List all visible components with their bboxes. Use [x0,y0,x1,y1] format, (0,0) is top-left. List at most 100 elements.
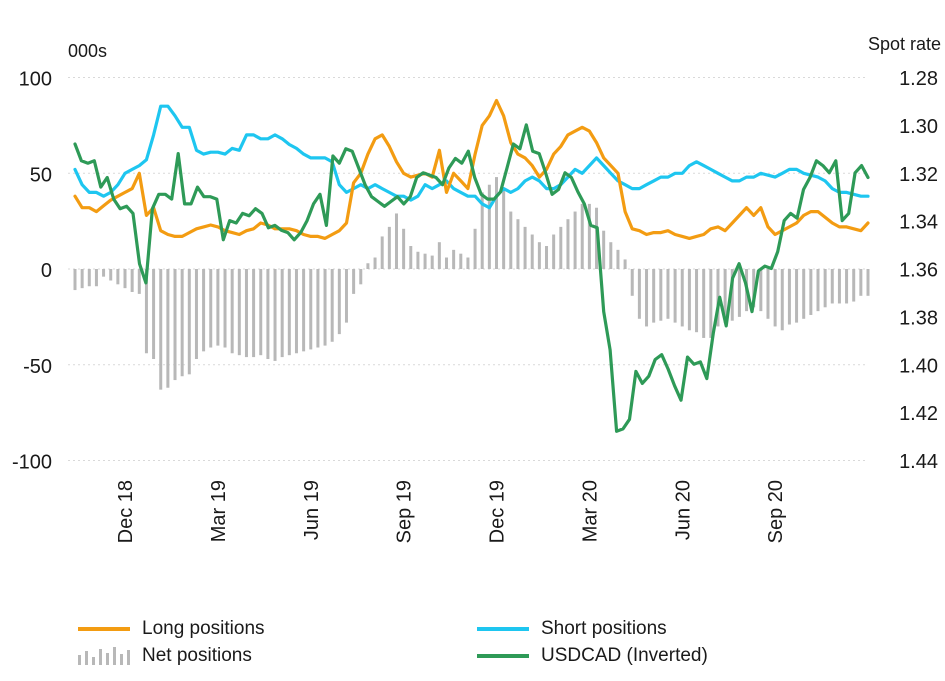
right-axis-tick-label: 1.40 [899,355,938,377]
net-position-bar [416,251,420,269]
net-position-bar [73,269,77,291]
x-axis-tick-label: Dec 18 [115,480,137,543]
net-position-bar [166,269,170,388]
net-position-bar [202,269,206,352]
net-position-bar [630,269,634,296]
net-position-bar [716,269,720,327]
net-position-bar [680,269,684,327]
net-position-bar [137,269,141,294]
net-position-bar [823,269,827,308]
net-position-bar [616,249,620,269]
right-axis-tick-label: 1.44 [899,451,938,473]
left-axis-tick-label: 0 [41,260,52,282]
net-position-bar [766,269,770,319]
net-position-bar [430,255,434,269]
net-position-bar [373,257,377,269]
net-position-bar [759,269,763,312]
net-position-bar [187,269,191,375]
net-position-bar [773,269,777,327]
net-position-bar [359,269,363,285]
net-position-bar [802,269,806,319]
net-position-bar [87,269,91,287]
legend-item-usdcad: USDCAD (Inverted) [477,645,708,667]
net-position-bar [287,269,291,356]
left-axis-tick-label: -100 [12,452,52,474]
net-position-bar [645,269,649,327]
legend-label-usdcad: USDCAD (Inverted) [541,645,708,666]
net-position-bar [352,269,356,294]
net-position-bar [302,269,306,352]
legend-item-short: Short positions [477,618,667,640]
right-axis: 1.28 1.30 1.32 1.34 1.36 1.38 1.40 1.42 1.44 [899,68,938,473]
net-position-bar [309,269,313,350]
net-position-bar [609,242,613,269]
net-position-bar [344,269,348,323]
net-position-bar [102,269,106,277]
net-position-bar [866,269,870,296]
usdcad-line [73,123,870,433]
net-position-bar [159,269,163,390]
net-position-bar [673,269,677,323]
net-position-bar [787,269,791,325]
net-position-bar [209,269,213,348]
net-position-bar [502,188,506,269]
net-position-bar [852,269,856,302]
net-position-bar [409,246,413,269]
right-axis-tick-label: 1.36 [899,260,938,282]
long-positions-swatch [78,627,130,631]
net-position-bar [587,203,591,269]
net-position-bar [402,228,406,269]
net-position-bar [109,269,113,281]
net-position-bar [116,269,120,285]
right-axis-tick-label: 1.42 [899,403,938,425]
net-position-bar [180,269,184,377]
net-position-bar [323,269,327,346]
net-position-bar [366,263,370,269]
left-axis: 100 50 0 -50 -100 [12,69,52,474]
net-positions-bars [73,177,870,390]
net-position-bar [130,269,134,292]
x-axis: Dec 18 Mar 19 Jun 19 Sep 19 Dec 19 Mar 20 Jun … [115,480,787,543]
net-position-bar [737,269,741,317]
net-position-bar [94,269,98,287]
x-axis-tick-label: Sep 20 [765,480,787,543]
net-position-bar [702,269,706,338]
right-axis-tick-label: 1.32 [899,164,938,186]
net-position-bar [437,242,441,269]
net-position-bar [452,249,456,269]
net-position-bar [273,269,277,361]
net-position-bar [123,269,127,289]
short-positions-swatch [477,627,529,631]
net-position-bar [809,269,813,315]
net-position-bar [687,269,691,331]
legend: Long positions Short positions Net posit… [0,612,945,681]
net-position-bar [709,269,713,338]
net-position-bar [652,269,656,323]
x-axis-tick-label: Jun 20 [672,480,694,540]
net-position-bar [580,203,584,269]
net-position-bar [752,269,756,308]
net-positions-swatch [78,647,130,665]
net-position-bar [637,269,641,319]
x-axis-tick-label: Dec 19 [487,480,509,543]
net-position-bar [223,269,227,348]
net-position-bar [337,269,341,335]
net-position-bar [837,269,841,304]
right-axis-tick-label: 1.28 [899,68,938,90]
right-axis-tick-label: 1.34 [899,212,938,234]
net-position-bar [387,226,391,269]
x-axis-tick-label: Mar 19 [208,480,230,542]
net-position-bar [530,234,534,269]
net-position-bar [230,269,234,354]
long-positions-line [73,98,870,240]
net-position-bar [552,234,556,269]
right-axis-tick-label: 1.38 [899,307,938,329]
net-position-bar [144,269,148,354]
net-position-bar [695,269,699,333]
net-position-bar [559,226,563,269]
legend-item-long: Long positions [78,618,265,640]
net-position-bar [237,269,241,356]
net-position-bar [244,269,248,358]
net-position-bar [330,269,334,342]
